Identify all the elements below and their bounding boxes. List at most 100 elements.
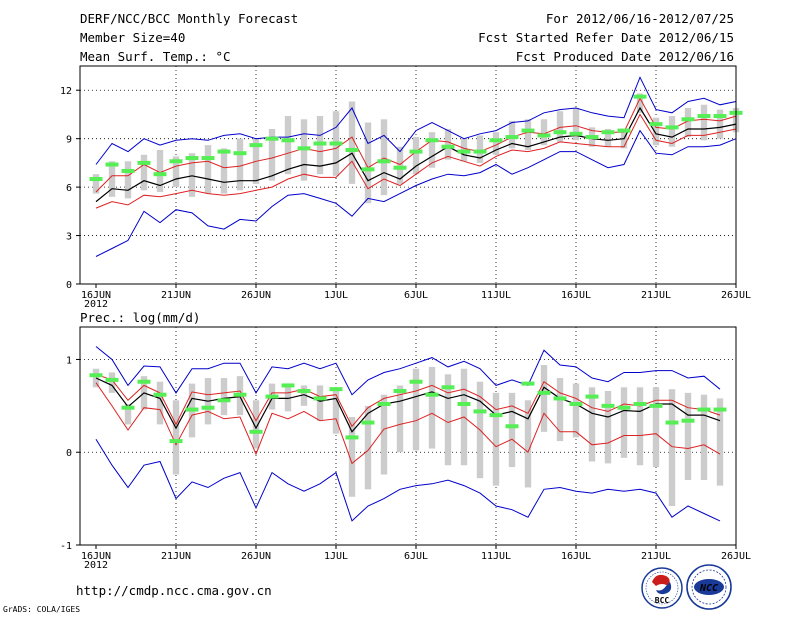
precipitation-ytick-label: 1 [66,355,72,366]
temperature-member-bar [268,128,276,181]
precipitation-member-bar [636,387,644,466]
grads-credit-label: GrADS: COLA/IGES [3,605,80,614]
chart-title: DERF/NCC/BCC Monthly Forecast [80,11,298,26]
precipitation-lower-spread-line [95,382,721,465]
precipitation-member-bar [380,394,388,475]
temperature-highlight-mark [297,146,311,151]
precipitation-highlight-mark [489,413,503,418]
temperature-highlight-members [89,94,743,182]
precipitation-highlight-mark [441,385,455,390]
precipitation-plot-frame [79,326,737,546]
precipitation-max-member-line [95,346,721,396]
precipitation-highlight-mark [377,401,391,406]
temperature-highlight-mark [489,138,503,143]
temperature-highlight-mark [697,114,711,119]
precipitation-highlight-mark [681,418,695,423]
precipitation-highlight-mark [89,373,103,378]
precipitation-highlight-mark [233,392,247,397]
precipitation-member-bar [540,365,548,432]
precipitation-ensemble-mean-line [95,377,721,433]
temperature-highlight-mark [89,177,103,182]
temperature-highlight-mark [329,141,343,146]
precipitation-member-bar [156,381,164,425]
temperature-highlight-mark [665,125,679,130]
precipitation-member-bar [668,389,676,507]
temperature-ytick-label: 3 [66,232,72,243]
temperature-lower-spread-line [95,113,737,209]
precipitation-member-bar [428,366,436,449]
temperature-highlight-mark [633,94,647,99]
precipitation-highlight-mark [521,381,535,386]
precipitation-highlight-mark [601,403,615,408]
temperature-xtick-label: 16JUN [81,290,111,301]
temperature-highlight-mark [505,135,519,140]
precipitation-highlight-mark [201,405,215,410]
temperature-ytick-label: 9 [66,135,72,146]
temperature-member-bar [108,161,116,197]
precipitation-upper-spread-line [95,373,721,428]
temperature-highlight-mark [393,165,407,170]
temperature-member-bar [604,128,612,147]
footer-url-link[interactable]: http://cmdp.ncc.cma.gov.cn [76,583,272,598]
temperature-member-bar [620,130,628,149]
precipitation-member-bar [572,383,580,438]
precipitation-highlight-mark [153,392,167,397]
temperature-highlight-mark [153,172,167,177]
temperature-member-bar [140,154,148,191]
precipitation-member-bar [652,387,660,468]
temperature-highlight-mark [425,138,439,143]
temperature-member-bar [156,149,164,192]
temperature-xtick-label: 6JUL [404,290,428,301]
temperature-highlight-mark [457,149,471,154]
temperature-highlight-mark [121,168,135,173]
temperature-member-bar [380,119,388,196]
temperature-ensemble-mean-line [95,106,737,203]
precipitation-highlight-mark [313,396,327,401]
ncc-logo-band-icon [694,579,724,595]
temperature-highlight-mark [617,128,631,133]
precipitation-highlight-mark [169,439,183,444]
bcc-logo: BCC [641,567,683,609]
precipitation-highlight-mark [137,379,151,384]
precipitation-member-bar [620,387,628,458]
precipitation-highlight-mark [537,390,551,395]
precipitation-highlight-mark [425,392,439,397]
temperature-member-bar [204,145,212,194]
temperature-variable-label: Mean Surf. Temp.: °C [80,49,231,64]
precipitation-highlight-mark [553,396,567,401]
temperature-member-bar [476,135,484,163]
temperature-highlight-mark [713,114,727,119]
temperature-member-bar [188,153,196,197]
precipitation-member-bar [524,400,532,488]
temperature-member-bar [684,107,692,138]
temperature-highlight-mark [169,159,183,164]
temperature-member-bar [396,146,404,184]
precipitation-highlight-mark [393,389,407,394]
temperature-highlight-mark [185,156,199,161]
temperature-highlight-mark [473,149,487,154]
temperature-member-bar [172,156,180,188]
precip-variable-label: Prec.: log(mm/d) [80,310,200,325]
precipitation-member-bar [396,385,404,453]
temperature-member-bar [236,138,244,191]
precipitation-highlight-mark [217,398,231,403]
temperature-highlight-mark [281,138,295,143]
precipitation-member-bar [492,392,500,486]
temperature-member-bar [524,119,532,150]
refer-date-label: Fcst Started Refer Date 2012/06/15 [478,30,734,45]
temperature-member-bar [700,104,708,141]
ncc-logo: NCC [686,564,732,610]
temperature-member-bar [540,119,548,146]
precipitation-member-bar [588,387,596,462]
precipitation-member-bar [444,374,452,466]
precipitation-highlight-mark [409,379,423,384]
temperature-highlight-mark [441,144,455,149]
temperature-member-bar [92,174,100,194]
temperature-highlight-mark [649,122,663,127]
precipitation-highlight-mark [281,383,295,388]
ncc-logo-text: NCC [699,583,718,594]
temperature-member-bar [652,117,660,146]
temperature-ytick-label: 0 [66,280,72,291]
